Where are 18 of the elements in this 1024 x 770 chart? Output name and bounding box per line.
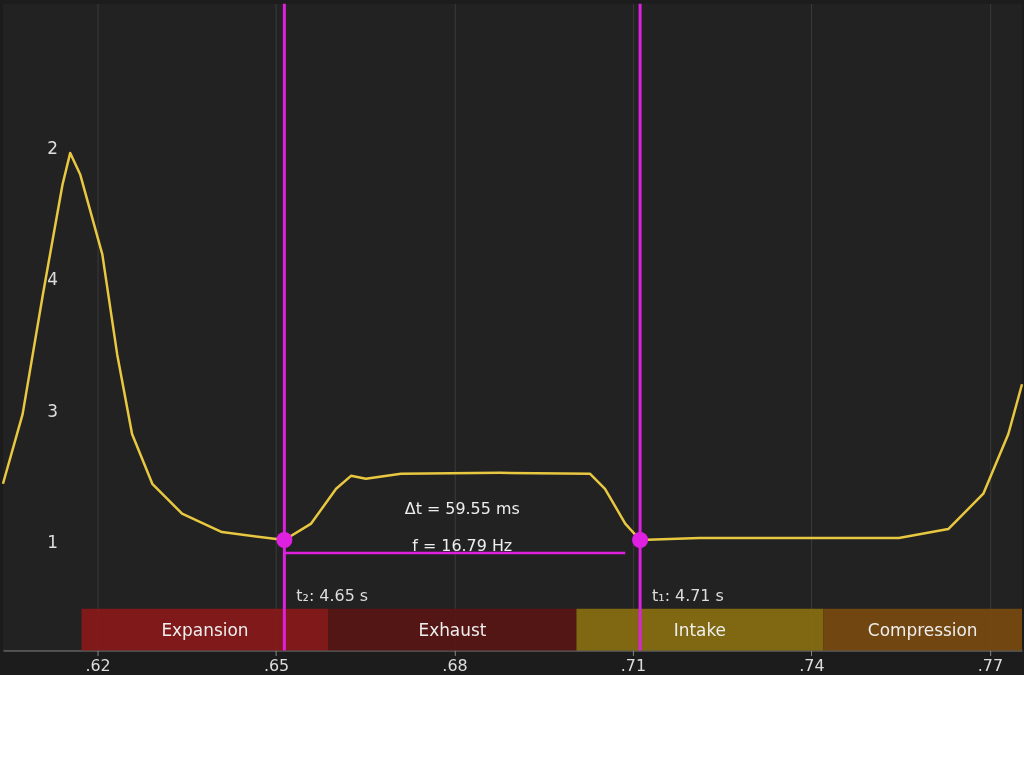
annotation: f = 16.79 Hz — [412, 535, 513, 555]
band-label: Compression — [867, 619, 978, 640]
annotation: 1 — [47, 531, 59, 552]
band-label: Exhaust — [418, 619, 487, 640]
x-tick-label: .71 — [620, 655, 647, 675]
x-tick-label: .74 — [799, 655, 825, 675]
annotation: 2 — [47, 137, 59, 158]
band-label: Expansion — [161, 619, 249, 640]
annotation: 3 — [47, 400, 59, 421]
annotation: t₂: 4.65 s — [296, 585, 369, 605]
annotation: Δt = 59.55 ms — [404, 499, 520, 519]
annotation: 4 — [47, 269, 59, 290]
x-tick-label: .65 — [263, 655, 290, 675]
x-tick-label: .68 — [442, 655, 468, 675]
x-tick-label: .62 — [85, 655, 111, 675]
annotation: t₁: 4.71 s — [652, 585, 724, 605]
x-tick-label: .77 — [977, 655, 1004, 675]
band-label: Intake — [673, 619, 727, 640]
